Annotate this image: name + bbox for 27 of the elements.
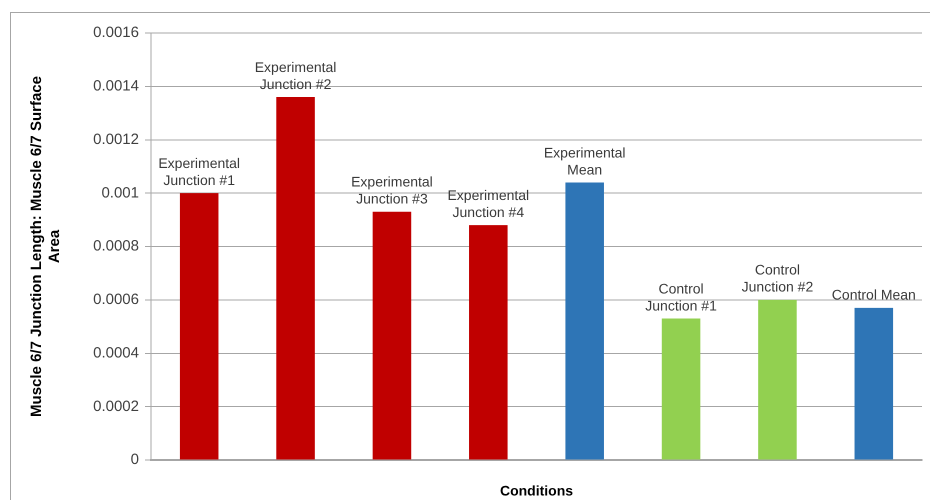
y-axis-title: Muscle 6/7 Junction Length: Muscle 6/7 Surface Area — [28, 76, 64, 417]
x-axis-title: Conditions — [500, 482, 574, 498]
y-tick-label: 0.001 — [101, 184, 139, 202]
bar — [854, 308, 894, 460]
bar — [758, 300, 797, 460]
bar — [372, 212, 412, 460]
y-tick-label: 0 — [130, 451, 139, 468]
x-tick-label: Experimental Junction #2 — [254, 58, 336, 92]
bar — [662, 318, 700, 460]
x-tick-label: Control Junction #1 — [645, 280, 718, 314]
x-tick-label: Control Mean — [832, 286, 916, 303]
y-tick-label: 0.0006 — [93, 291, 139, 308]
y-tick-label: 0.0008 — [93, 238, 139, 255]
bar — [565, 182, 604, 460]
x-tick-label: Experimental Junction #1 — [158, 154, 240, 188]
y-tick-label: 0.0016 — [93, 24, 139, 42]
y-tick-label: 0.0012 — [93, 130, 139, 148]
x-tick-label: Experimental Junction #3 — [351, 174, 433, 207]
bar — [276, 97, 315, 460]
bar — [180, 193, 218, 460]
y-tick-label: 0.0014 — [93, 78, 139, 95]
y-tick-label: 0.0004 — [93, 344, 139, 362]
y-tick-label: 0.0002 — [93, 398, 139, 415]
x-tick-label: Control Junction #2 — [742, 262, 814, 295]
x-tick-label: Experimental Mean — [544, 144, 626, 178]
x-tick-label: Experimental Junction #4 — [447, 187, 530, 220]
bar — [469, 225, 508, 460]
